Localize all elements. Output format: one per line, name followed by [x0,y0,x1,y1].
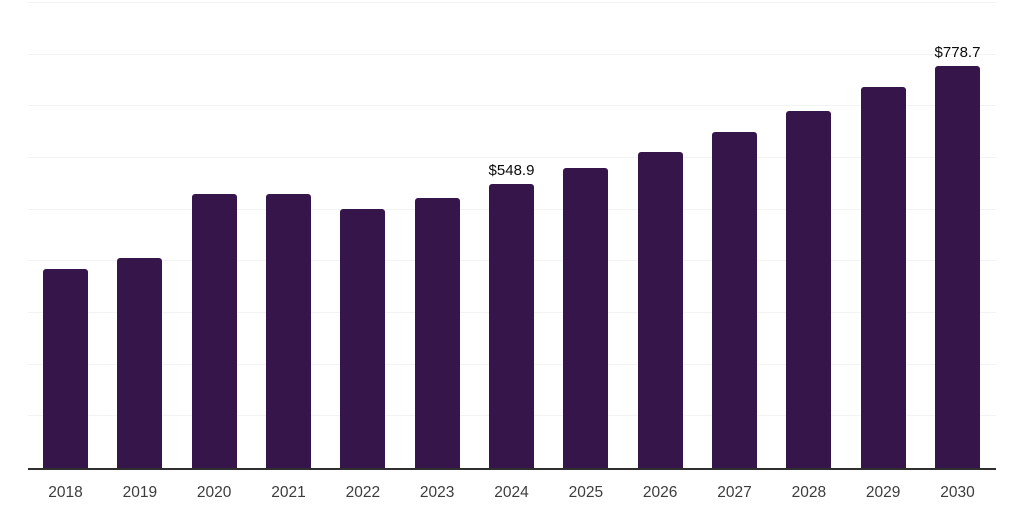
bar-value-label-2024: $548.9 [488,162,535,180]
x-tick-label-2028: 2028 [791,484,827,501]
bar-2030 [934,65,980,468]
x-tick-label-2026: 2026 [642,484,678,501]
bar-2023 [414,197,460,468]
x-tick-label-2023: 2023 [419,484,455,501]
x-tick-label-2027: 2027 [717,484,752,501]
bar-2027 [711,132,757,468]
bar-value-label-2030: $778.7 [934,43,981,61]
gridline [28,53,996,55]
bar-2021 [265,194,311,468]
bar-2029 [860,87,906,468]
x-tick-label-2020: 2020 [196,484,232,501]
x-tick-label-2021: 2021 [271,484,306,501]
gridline [28,2,996,3]
x-axis-line [28,468,996,470]
x-tick-label-2024: 2024 [494,484,529,501]
bar-2022 [340,209,386,468]
bar-2019 [117,257,163,468]
x-tick-label-2030: 2030 [940,484,975,501]
bar-2024 [488,184,534,468]
bar-2018 [43,268,88,468]
bar-2028 [786,110,832,468]
gridline [28,105,996,107]
x-tick-label-2018: 2018 [48,484,83,501]
bar-2020 [191,194,237,468]
x-tick-label-2019: 2019 [122,484,158,501]
x-tick-label-2029: 2029 [865,484,901,501]
gridline [28,157,996,158]
bar-2025 [563,168,609,468]
bar-2026 [637,151,683,468]
plot-area: $548.9 $778.7 [28,2,996,470]
x-tick-label-2025: 2025 [568,484,604,501]
x-tick-label-2022: 2022 [345,484,381,501]
